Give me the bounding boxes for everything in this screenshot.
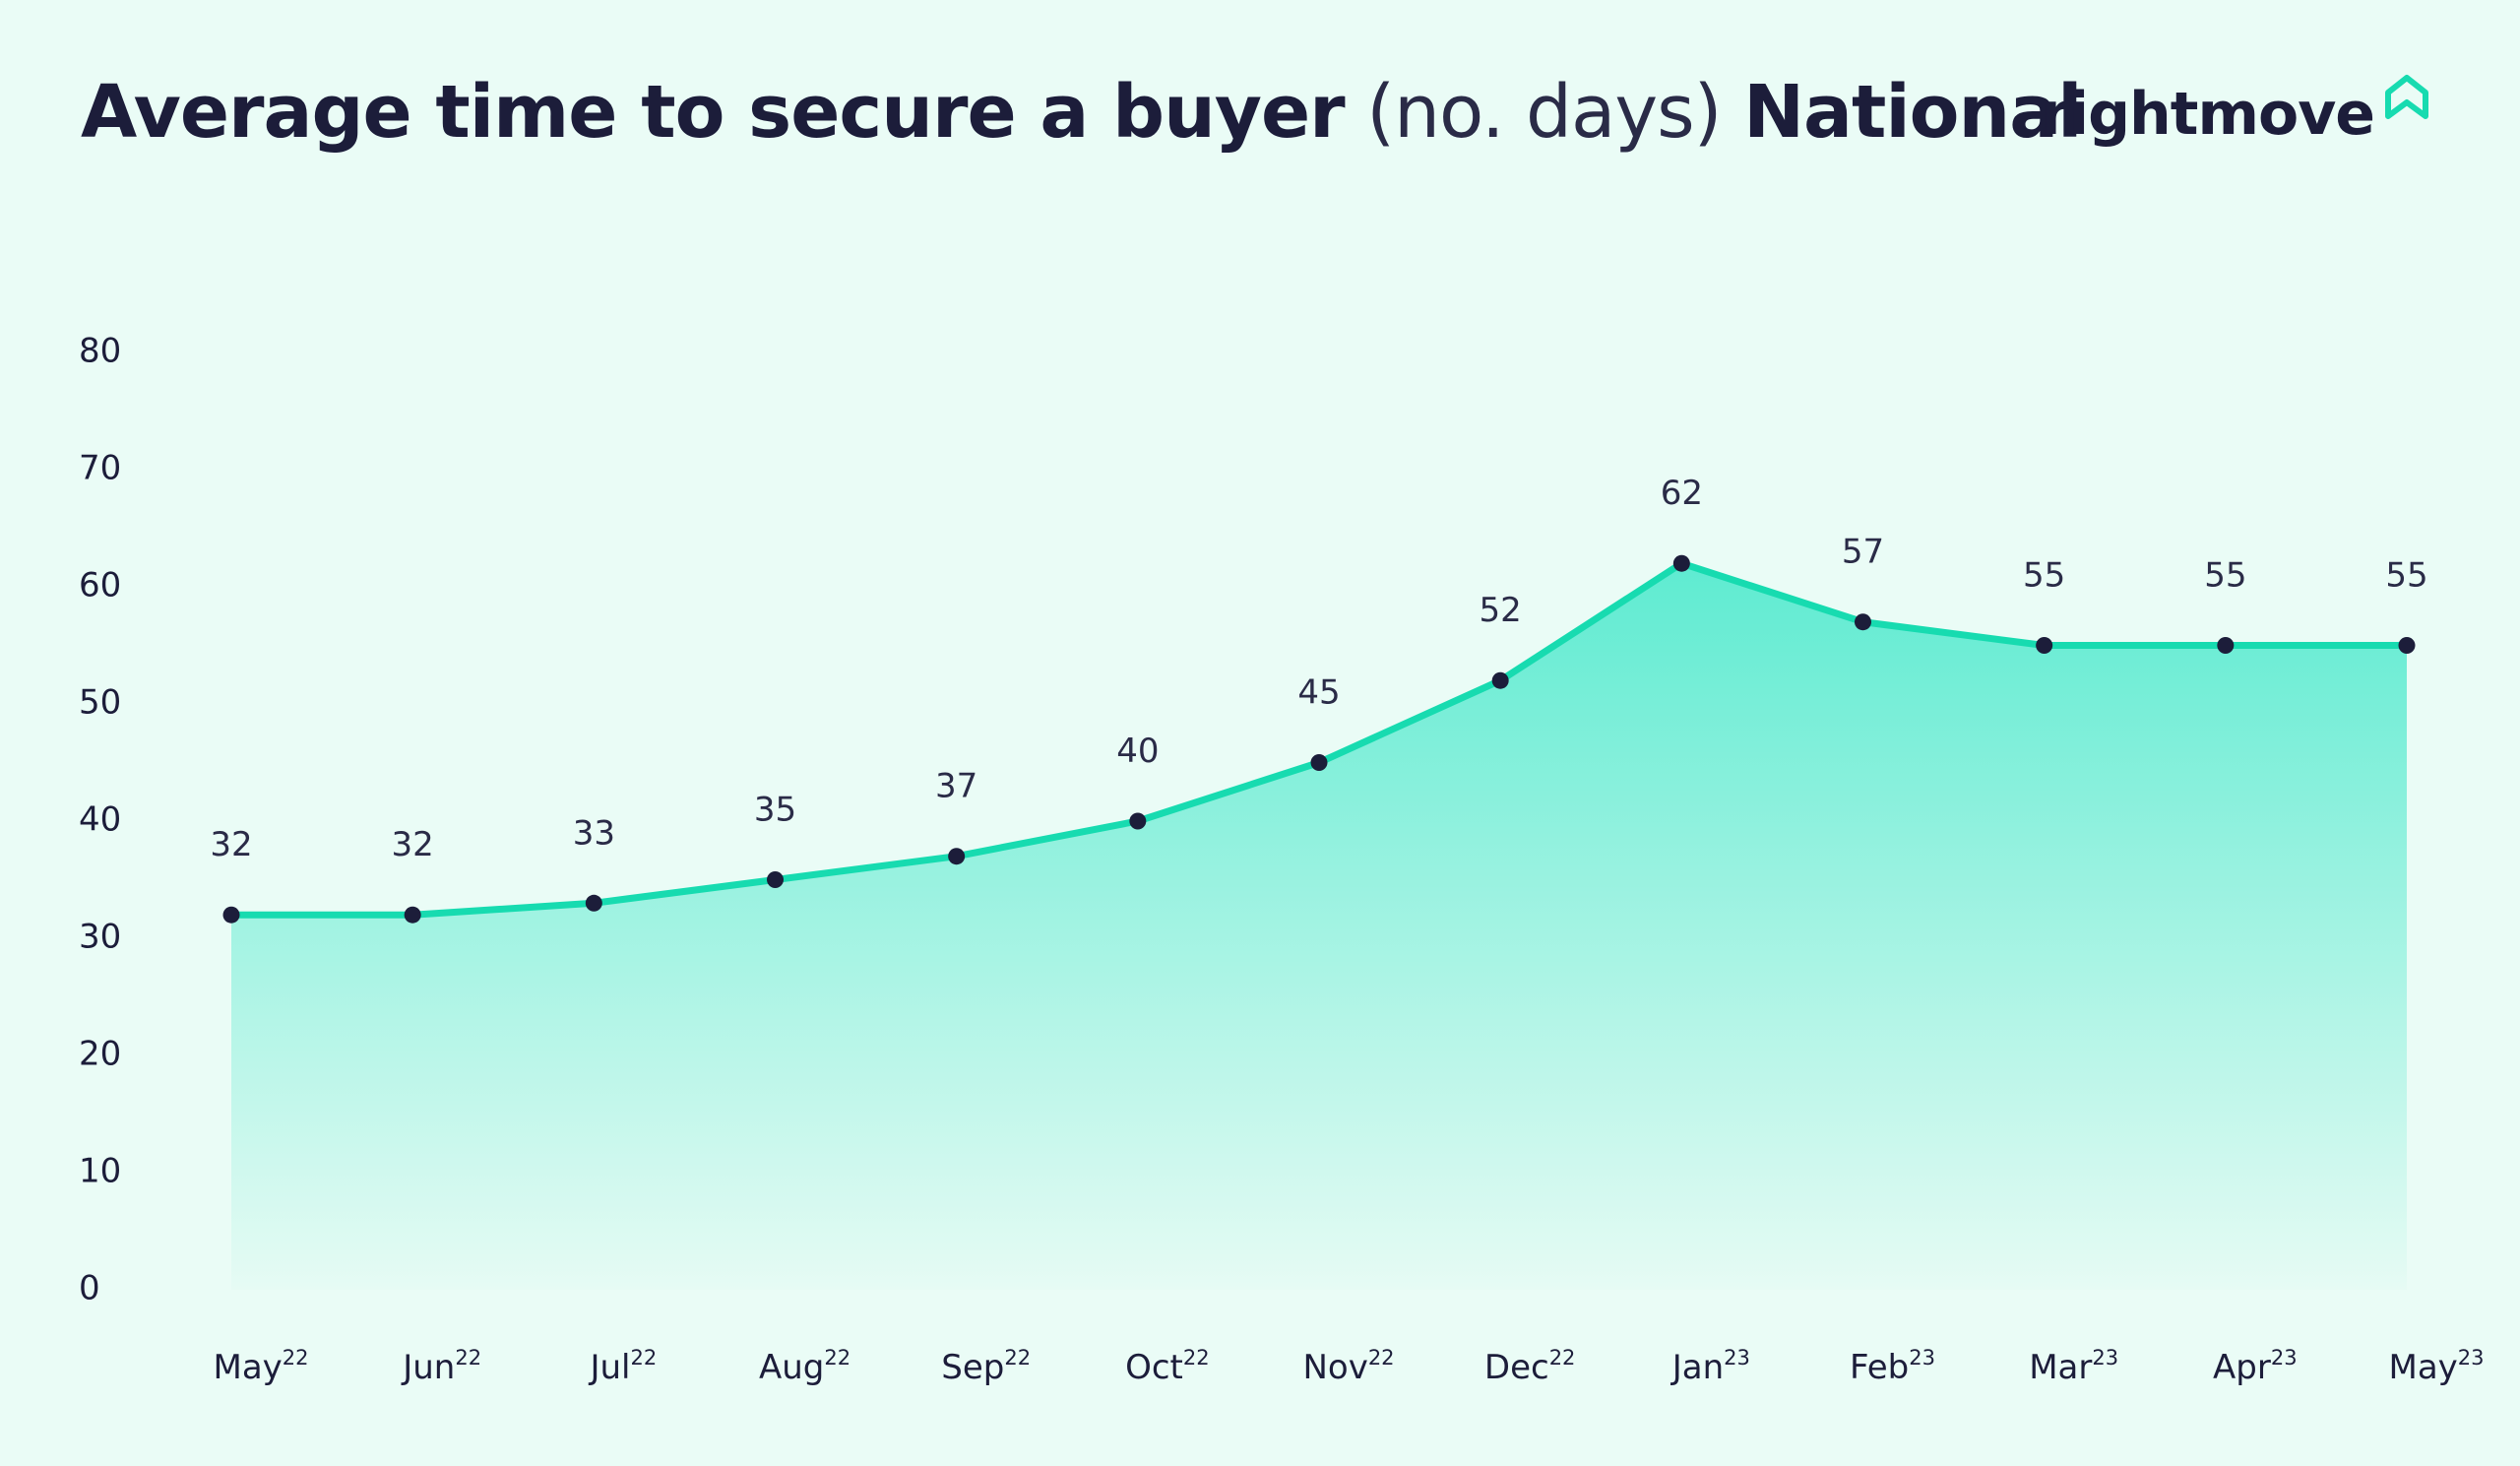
- x-axis: May22 Jun22 Jul22 Aug22 Sep22 Oct22 Nov22 Dec22…: [213, 1346, 2484, 1387]
- data-label: 37: [935, 767, 977, 806]
- data-label: 52: [1480, 591, 1522, 630]
- y-tick-label: 0: [79, 1269, 100, 1308]
- data-point: [585, 894, 602, 912]
- data-point: [222, 906, 240, 924]
- chart-title: Average time to secure a buyer (no. days…: [81, 63, 2083, 161]
- x-tick-label: Mar23: [2029, 1346, 2118, 1387]
- y-tick-label: 10: [79, 1152, 121, 1191]
- y-tick-label: 80: [79, 332, 121, 371]
- data-label: 32: [210, 825, 252, 864]
- data-point: [2217, 637, 2235, 654]
- x-tick-label: Oct22: [1125, 1346, 1210, 1387]
- y-tick-label: 60: [79, 566, 121, 606]
- data-label: 40: [1116, 732, 1159, 771]
- area-fill: [231, 563, 2407, 1290]
- x-tick-label: May23: [2388, 1346, 2484, 1387]
- data-point: [767, 871, 784, 888]
- data-label: 33: [573, 813, 615, 853]
- x-tick-label: Sep22: [941, 1346, 1031, 1387]
- data-label: 32: [392, 825, 434, 864]
- x-tick-label: Jun22: [401, 1346, 481, 1387]
- y-axis: 0 10 20 30 40 50 60 70 80: [79, 332, 121, 1308]
- x-tick-label: Feb23: [1850, 1346, 1935, 1387]
- x-tick-label: Jul22: [588, 1346, 657, 1387]
- title-region: National: [1743, 70, 2082, 155]
- data-label: 35: [754, 791, 796, 830]
- data-label: 45: [1297, 673, 1340, 713]
- data-point: [1672, 554, 1690, 572]
- data-point: [1491, 671, 1509, 689]
- data-label: 57: [1842, 533, 1884, 572]
- x-tick-label: Jan23: [1670, 1346, 1750, 1387]
- data-point: [1310, 754, 1328, 771]
- house-outline-icon: [2385, 75, 2428, 119]
- data-point: [2036, 637, 2053, 654]
- y-tick-label: 30: [79, 918, 121, 957]
- y-tick-label: 40: [79, 800, 121, 840]
- plot-area: 32 32 33 35 37 40 45 52 62 57 55 55 55: [210, 474, 2428, 1290]
- title-unit: (no. days): [1366, 70, 1722, 155]
- x-tick-label: Aug22: [759, 1346, 850, 1387]
- data-label: 62: [1661, 474, 1703, 513]
- brand-logo: rightmove: [2041, 71, 2433, 154]
- data-label: 55: [2385, 556, 2427, 596]
- brand-name: rightmove: [2040, 80, 2375, 149]
- data-point: [1855, 613, 1871, 631]
- title-main: Average time to secure a buyer: [81, 70, 1346, 155]
- x-tick-label: Apr23: [2213, 1346, 2298, 1387]
- data-label: 55: [2204, 556, 2246, 596]
- x-tick-label: Nov22: [1302, 1346, 1394, 1387]
- data-point: [404, 906, 421, 924]
- y-tick-label: 50: [79, 683, 121, 723]
- x-tick-label: Dec22: [1484, 1346, 1576, 1387]
- data-point: [948, 848, 966, 865]
- y-tick-label: 20: [79, 1035, 121, 1074]
- data-point: [2398, 637, 2416, 654]
- x-tick-label: May22: [213, 1346, 308, 1387]
- y-tick-label: 70: [79, 449, 121, 488]
- data-point: [1129, 812, 1147, 830]
- data-label: 55: [2023, 556, 2065, 596]
